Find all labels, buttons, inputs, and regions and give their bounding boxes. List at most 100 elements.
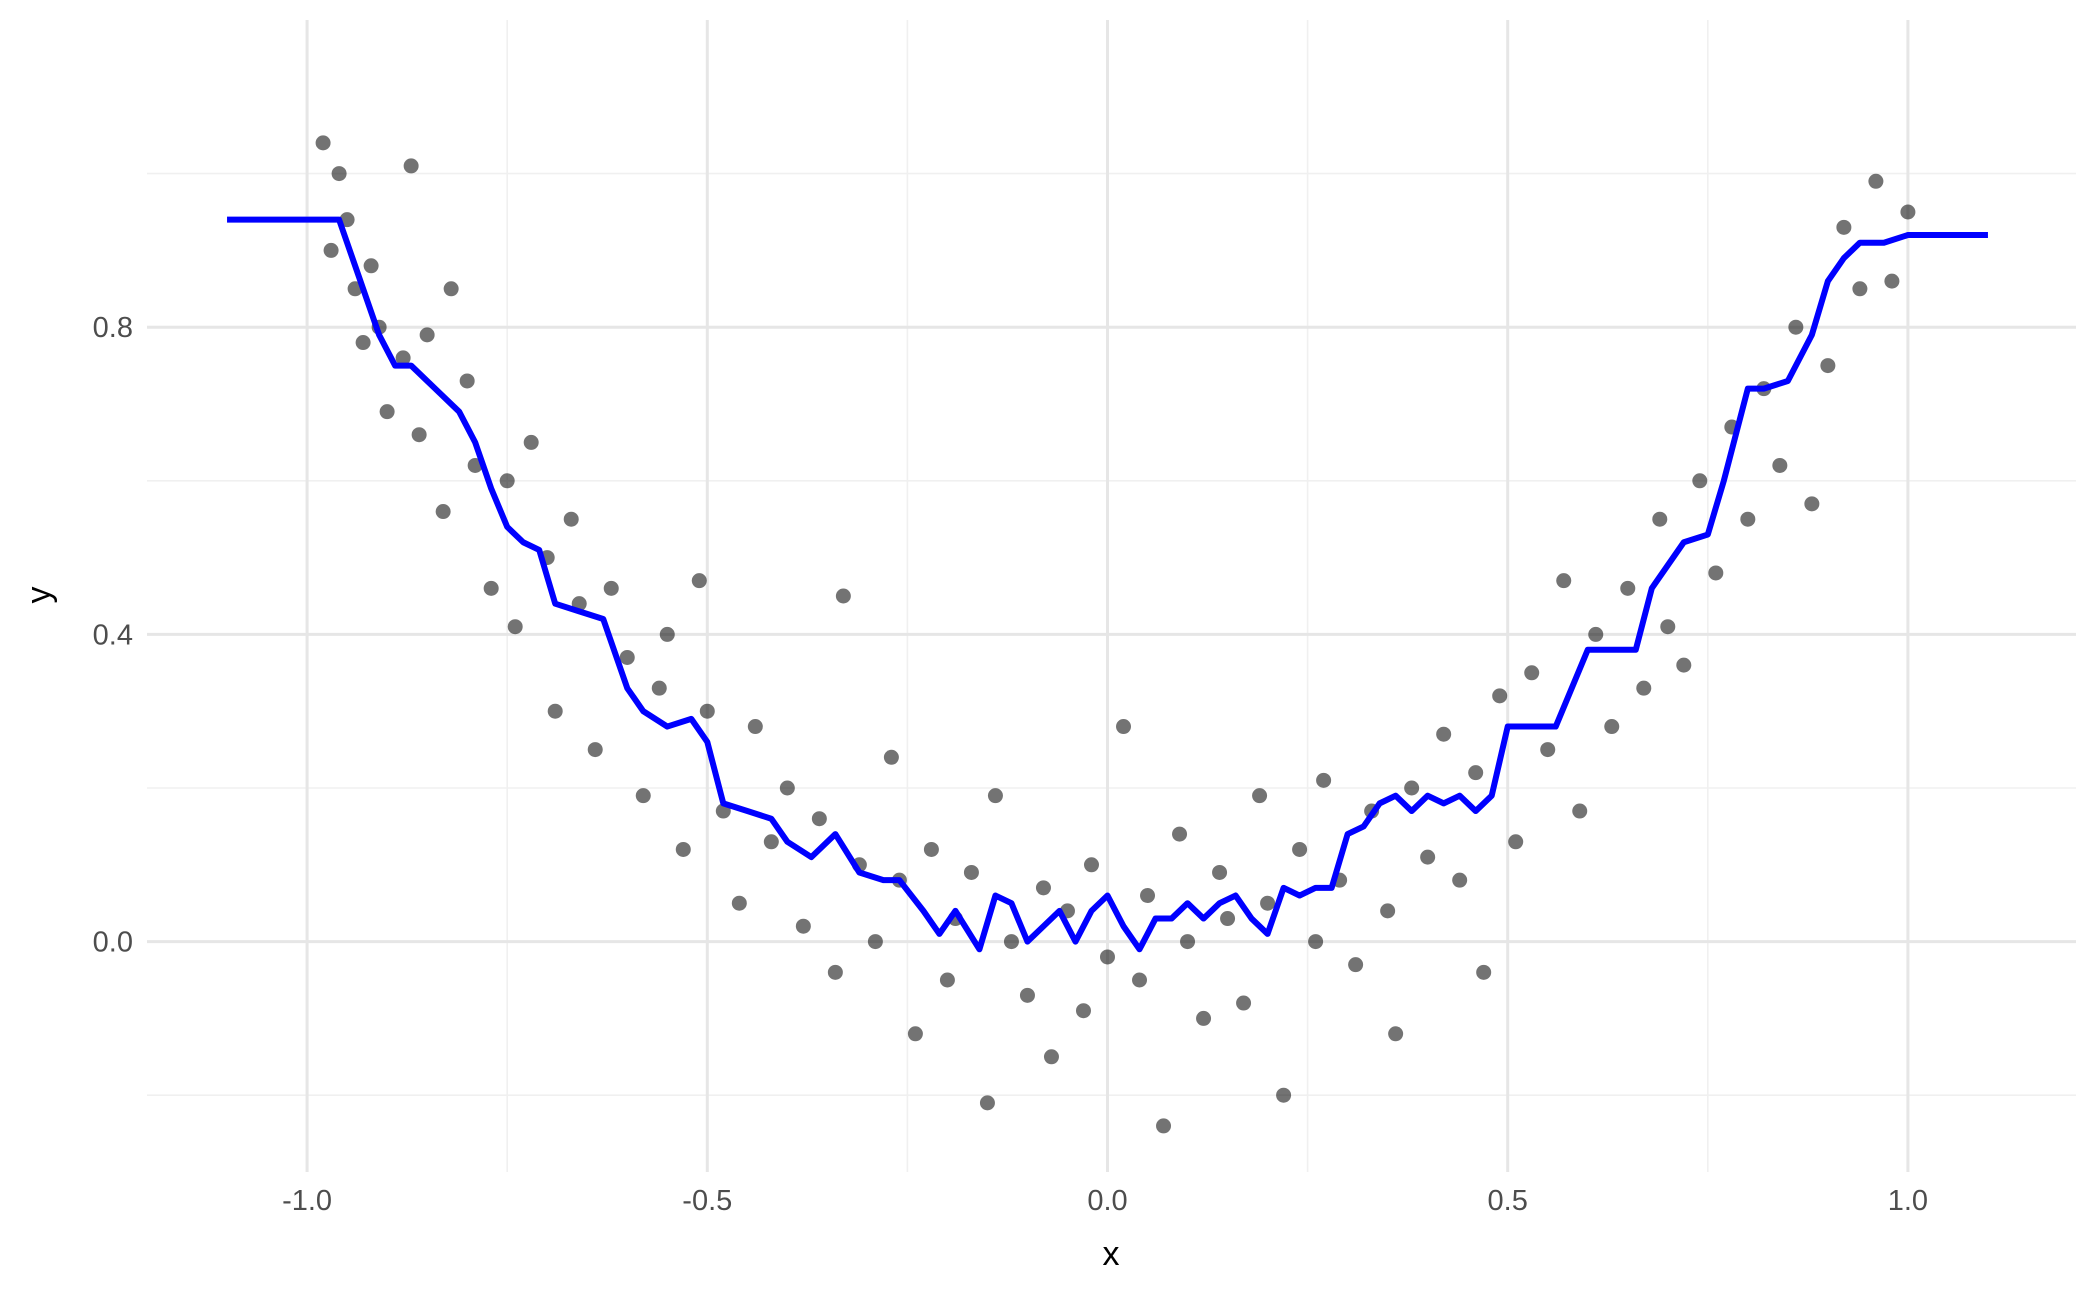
point [1508,834,1524,850]
point [963,864,979,880]
point [1620,580,1636,596]
point [1852,281,1868,297]
point [1476,964,1492,980]
point [507,619,523,635]
point [1236,995,1252,1011]
point [563,511,579,527]
point [1380,903,1396,919]
point [547,703,563,719]
point [1468,765,1484,781]
x-tick-label: 0.0 [1087,1185,1127,1217]
point [1836,219,1852,235]
point [731,895,747,911]
point [1740,511,1756,527]
point [1019,987,1035,1003]
point [1276,1087,1292,1103]
point [1132,972,1148,988]
point [1804,496,1820,512]
point [1196,1010,1212,1026]
y-axis-title: y [20,587,58,604]
point [619,649,635,665]
point [1404,780,1420,796]
point [1180,934,1196,950]
point [867,934,883,950]
point [1099,949,1115,965]
point [379,404,395,420]
point [651,680,667,696]
point [1588,626,1604,642]
point [1043,1049,1059,1065]
point [691,573,707,589]
x-tick-label: 0.5 [1488,1185,1528,1217]
point [1820,358,1836,374]
point [499,473,515,489]
point [1348,957,1364,973]
point [435,504,451,520]
point [1212,864,1228,880]
x-axis-title: x [1103,1235,1120,1273]
point [827,964,843,980]
point [883,749,899,765]
point [1900,204,1916,220]
point [1172,826,1188,842]
point [483,580,499,596]
y-tick-label: 0.8 [93,312,133,344]
point [1540,742,1556,758]
point [635,788,651,804]
point [1252,788,1268,804]
point [315,135,331,151]
point [355,335,371,351]
point [1083,857,1099,873]
point [1708,565,1724,581]
point [1652,511,1668,527]
point [923,841,939,857]
point [1772,457,1788,473]
point [1420,849,1436,865]
point [459,373,475,389]
point [1524,665,1540,681]
point [1788,319,1804,335]
point [811,811,827,827]
point [675,841,691,857]
point [603,580,619,596]
point [587,742,603,758]
point [419,327,435,343]
point [1156,1118,1172,1134]
point [1636,680,1652,696]
point [403,158,419,174]
point [1140,888,1156,904]
x-tick-label: 1.0 [1888,1185,1928,1217]
x-tick-label: -0.5 [682,1185,732,1217]
point [835,588,851,604]
point [1660,619,1676,635]
point [1676,657,1692,673]
point [747,719,763,735]
point [1220,911,1236,927]
point [763,834,779,850]
point [323,242,339,258]
point [411,427,427,443]
point [795,918,811,934]
point [1075,1003,1091,1019]
point [1884,273,1900,289]
point [1492,688,1508,704]
point [1260,895,1276,911]
point [987,788,1003,804]
fit-line [227,216,1988,953]
point [1003,934,1019,950]
point [659,626,675,642]
point [1868,173,1884,189]
y-tick-label: 0.4 [93,619,133,651]
point [1308,934,1324,950]
point [1388,1026,1404,1042]
point [443,281,459,297]
point [1692,473,1708,489]
point [1292,841,1308,857]
point [331,166,347,182]
point [1116,719,1132,735]
point [1556,573,1572,589]
point [1035,880,1051,896]
point [1604,719,1620,735]
point [1452,872,1468,888]
